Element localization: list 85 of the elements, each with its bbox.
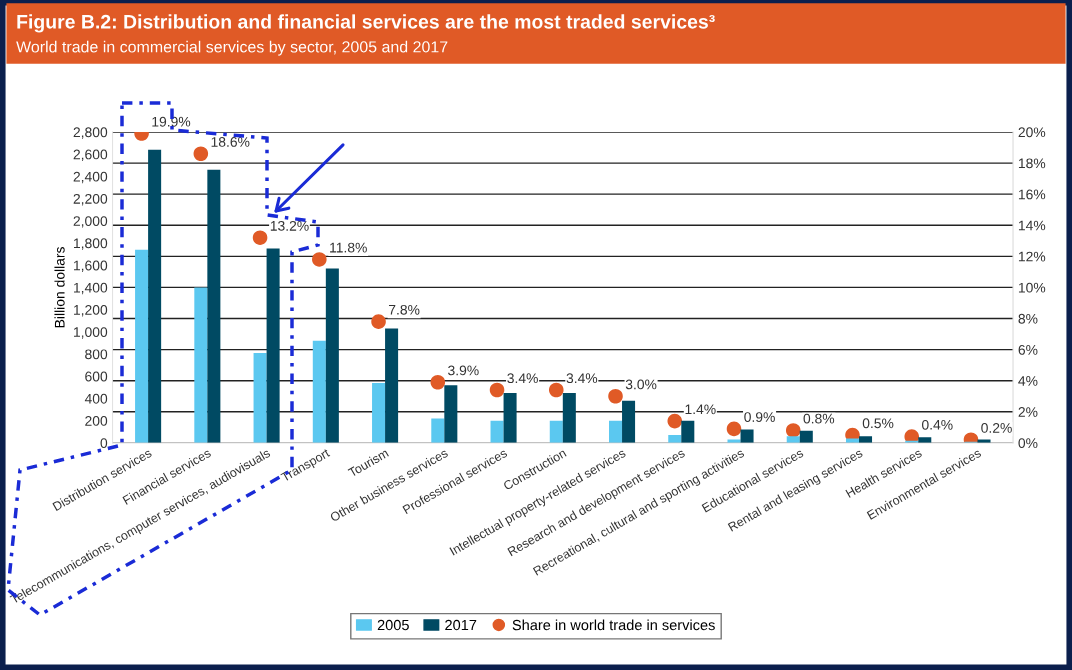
y2-tick-label: 0% (1018, 438, 1038, 449)
chart-subtitle: World trade in commercial services by sector, 2005 and 2017 (16, 40, 448, 56)
point (252, 230, 268, 245)
y2-tick-label: 12% (1018, 251, 1046, 262)
y-tick-label: 0 (100, 438, 108, 449)
data-label: 0.2% (981, 423, 1012, 433)
point (904, 429, 920, 443)
data-label: 13.2% (270, 220, 309, 231)
bar (312, 340, 326, 443)
y-tick-label: 1,000 (74, 327, 108, 339)
point (608, 388, 623, 404)
data-label: 3.4% (566, 373, 598, 384)
bar (207, 169, 221, 443)
bar (325, 268, 339, 443)
y-tick-label: 1,200 (74, 304, 108, 317)
y2-tick-label: 16% (1018, 189, 1046, 200)
y-tick-label: 2,600 (73, 149, 108, 162)
legend-label: 2005 (377, 619, 409, 631)
y-tick-label: 1,800 (74, 238, 108, 250)
y2-tick-label: 10% (1018, 282, 1046, 293)
bar (799, 430, 813, 443)
y-tick-label: 2,400 (73, 171, 108, 184)
y2-tick-label: 18% (1018, 158, 1046, 169)
bar (845, 438, 860, 443)
y-tick-label: 1,400 (74, 282, 108, 295)
bar (194, 287, 208, 443)
bar (786, 436, 800, 443)
bar (668, 435, 682, 443)
bar (503, 392, 517, 443)
bar (859, 436, 873, 443)
bar (431, 418, 445, 443)
bar (253, 352, 267, 443)
y-tick-label: 2,800 (73, 127, 108, 139)
point (193, 146, 209, 162)
bar (740, 429, 754, 443)
bar (609, 420, 623, 443)
point (667, 413, 683, 429)
bar (549, 420, 563, 443)
point (489, 382, 505, 398)
point (371, 314, 386, 329)
data-label: 3.0% (625, 379, 657, 390)
point (726, 421, 742, 437)
bar (266, 248, 280, 443)
data-label: 7.8% (388, 304, 420, 315)
bar (148, 149, 162, 443)
data-label: 0.8% (803, 413, 835, 424)
y-tick-label: 800 (85, 349, 108, 360)
y2-tick-label: 8% (1018, 313, 1038, 324)
bar (918, 437, 932, 443)
data-label: 3.9% (448, 365, 479, 376)
legend-label: Share in world trade in services (512, 619, 715, 631)
data-label: 19.9% (152, 116, 191, 127)
y-tick-label: 2,200 (73, 193, 108, 206)
y2-tick-label: 14% (1018, 220, 1046, 231)
data-label: 0.9% (744, 412, 775, 422)
y2-tick-label: 4% (1018, 376, 1038, 386)
bar (681, 420, 695, 443)
y-tick-label: 1,600 (74, 260, 108, 273)
y-tick-label: 2,000 (73, 216, 108, 228)
data-label: 0.4% (922, 419, 953, 430)
point (430, 374, 446, 390)
y2-tick-label: 6% (1018, 344, 1038, 355)
bar (372, 382, 386, 443)
bar (444, 385, 458, 443)
y2-tick-label: 20% (1018, 127, 1046, 138)
bar (135, 249, 149, 443)
bar (385, 328, 399, 443)
bar (490, 420, 504, 443)
y-tick-label: 400 (84, 393, 108, 404)
y-axis-title: Billion dollars (54, 247, 65, 328)
bar (622, 400, 636, 443)
y2-tick-label: 2% (1018, 407, 1038, 417)
bar (562, 392, 576, 443)
data-label: 18.6% (211, 137, 250, 147)
data-label: 0.5% (862, 418, 894, 429)
legend-label: 2017 (445, 619, 477, 631)
data-label: 3.4% (507, 373, 538, 384)
data-label: 11.8% (330, 242, 367, 253)
point (549, 382, 564, 398)
point (312, 252, 327, 267)
y-tick-label: 600 (85, 371, 108, 382)
y-tick-label: 200 (85, 416, 108, 426)
data-label: 1.4% (685, 404, 716, 415)
point (785, 423, 801, 438)
chart-title: Figure B.2: Distribution and financial services are the most traded services³ (17, 14, 715, 33)
